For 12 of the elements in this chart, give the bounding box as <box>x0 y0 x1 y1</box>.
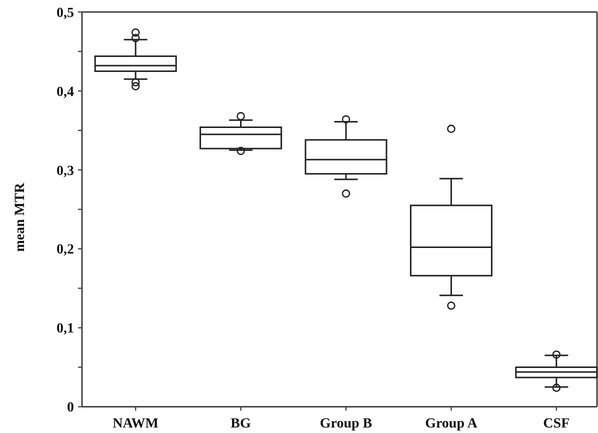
y-tick-label: 0,4 <box>56 84 74 100</box>
x-tick-label: BG <box>230 416 252 432</box>
x-tick-label: NAWM <box>112 416 159 432</box>
y-tick-label: 0,2 <box>56 242 74 258</box>
y-tick-label: 0 <box>67 400 74 416</box>
x-tick-label: Group A <box>425 416 478 432</box>
x-tick-label: CSF <box>543 416 570 432</box>
y-tick-label: 0,5 <box>56 6 74 21</box>
y-axis-title: mean MTR <box>12 182 28 252</box>
y-tick-label: 0,3 <box>56 164 74 179</box>
x-tick-label: Group B <box>320 416 372 432</box>
y-tick-label: 0,1 <box>56 322 74 337</box>
